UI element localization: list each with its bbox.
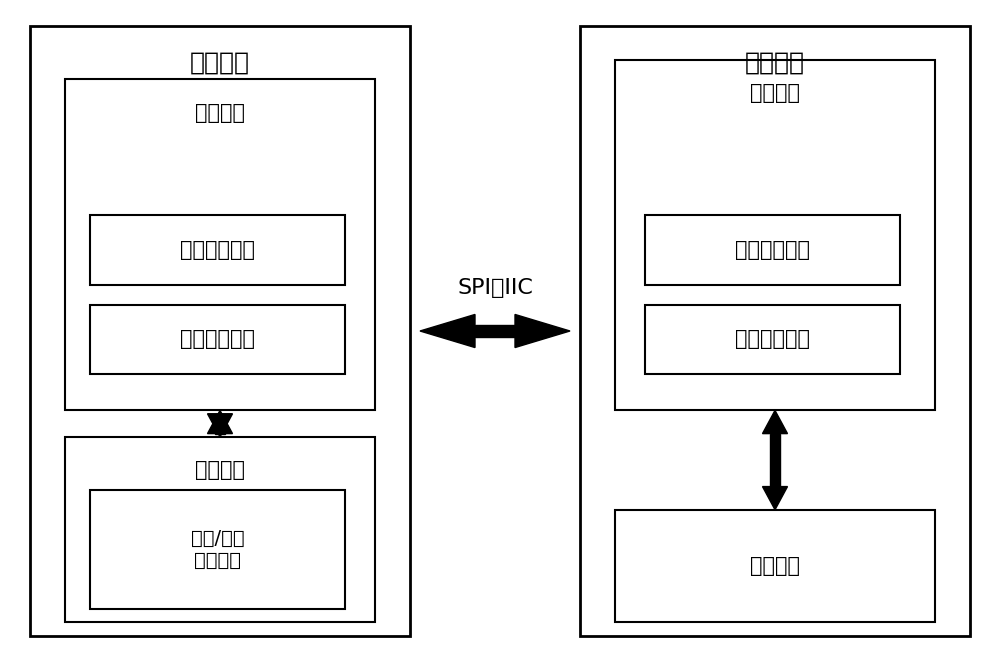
Text: 存储单元: 存储单元	[750, 83, 800, 103]
Polygon shape	[208, 414, 232, 437]
Polygon shape	[420, 314, 475, 348]
Text: 控制单元: 控制单元	[750, 556, 800, 576]
Text: 数据加密算法: 数据加密算法	[735, 240, 810, 260]
Polygon shape	[208, 410, 232, 434]
Bar	[65, 437, 375, 622]
Polygon shape	[763, 487, 787, 510]
Text: 加密/解密
控制模块: 加密/解密 控制模块	[191, 529, 244, 570]
Bar	[615, 510, 935, 622]
Bar	[645, 305, 900, 374]
Text: 存储芯片: 存储芯片	[745, 51, 805, 75]
Text: 数据加密算法: 数据加密算法	[180, 240, 255, 260]
Polygon shape	[215, 414, 225, 434]
Bar	[580, 26, 970, 636]
Bar	[65, 79, 375, 410]
Polygon shape	[475, 325, 515, 337]
Bar	[645, 215, 900, 285]
Text: 成像设备: 成像设备	[190, 51, 250, 75]
Text: 数据解密算法: 数据解密算法	[180, 329, 255, 350]
Polygon shape	[770, 434, 780, 487]
Text: 存储部分: 存储部分	[195, 103, 245, 122]
Polygon shape	[515, 314, 570, 348]
Bar	[90, 490, 345, 609]
Text: 数据解密算法: 数据解密算法	[735, 329, 810, 350]
Text: 控制部分: 控制部分	[195, 460, 245, 480]
Bar	[30, 26, 410, 636]
Bar	[90, 215, 345, 285]
Bar	[615, 60, 935, 410]
Text: SPI或IIC: SPI或IIC	[457, 278, 533, 298]
Bar	[90, 305, 345, 374]
Polygon shape	[763, 410, 787, 434]
